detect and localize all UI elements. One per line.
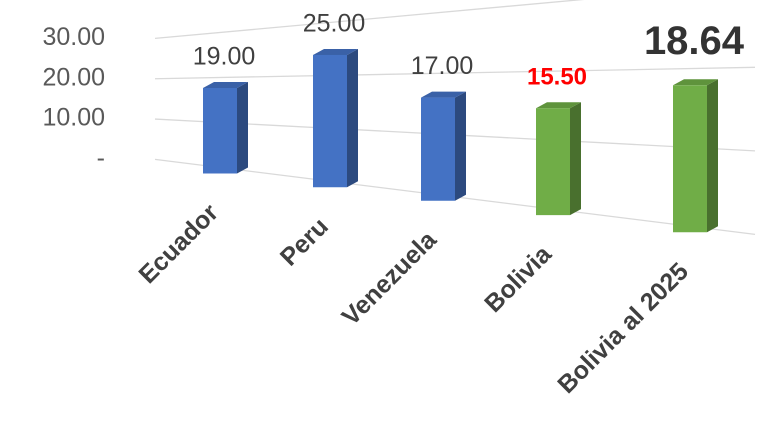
value-label: 17.00 (411, 52, 474, 80)
y-tick-label: 20.00 (42, 63, 105, 91)
x-tick-label: Venezuela (337, 225, 443, 331)
value-label: 25.00 (303, 10, 366, 38)
y-tick-label: - (97, 144, 105, 172)
y-tick-label: 10.00 (42, 104, 105, 132)
x-tick-label: Peru (275, 212, 334, 271)
bar (673, 85, 707, 233)
value-label: 18.64 (644, 19, 745, 63)
bar-side (707, 79, 718, 233)
grid-line (154, 66, 756, 80)
bar-top (421, 91, 466, 98)
value-label: 19.00 (193, 43, 256, 71)
bar-top (203, 82, 248, 88)
bar (536, 108, 570, 216)
bar-side (347, 48, 358, 188)
bar-side (570, 102, 581, 216)
bar (313, 54, 347, 188)
bar (203, 88, 237, 174)
bar-side (237, 82, 248, 174)
bar-top (673, 79, 718, 86)
value-label: 15.50 (527, 64, 587, 91)
y-tick-label: 30.00 (42, 23, 105, 51)
bar-side (455, 91, 466, 201)
bar-top (536, 102, 581, 109)
x-tick-label: Bolivia al 2025 (552, 257, 694, 399)
grid-line (154, 0, 585, 40)
bar (421, 97, 455, 201)
x-tick-label: Ecuador (133, 198, 224, 289)
bar-top (313, 48, 358, 55)
x-tick-label: Bolivia (479, 239, 558, 318)
